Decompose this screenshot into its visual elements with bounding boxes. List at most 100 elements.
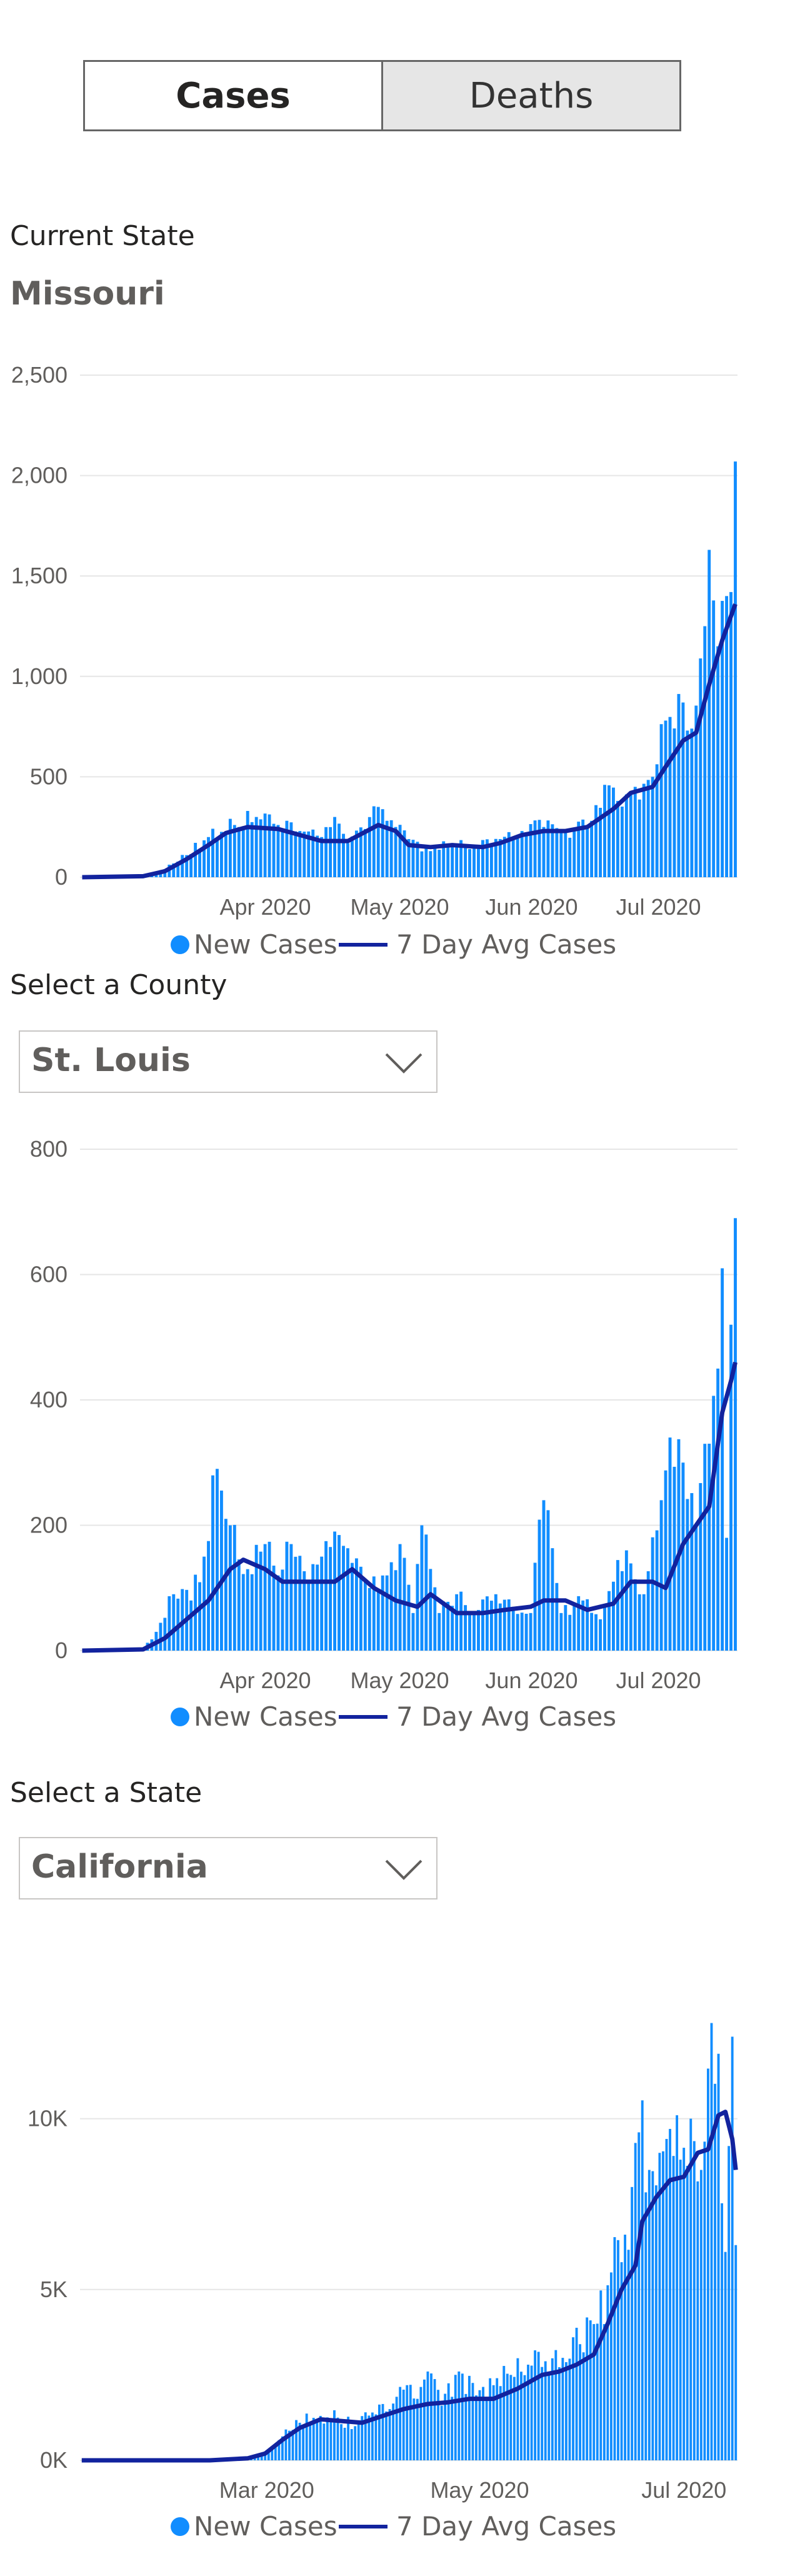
bar-new-cases xyxy=(241,826,245,877)
tab-deaths[interactable]: Deaths xyxy=(381,60,681,131)
bar-new-cases xyxy=(424,845,428,877)
bar-new-cases xyxy=(224,1519,228,1651)
bar-new-cases xyxy=(616,1560,619,1651)
bar-new-cases xyxy=(419,2387,422,2460)
bar-new-cases xyxy=(648,2170,651,2460)
bar-new-cases xyxy=(551,2358,554,2460)
bar-new-cases xyxy=(294,1556,298,1651)
bar-new-cases xyxy=(398,1544,402,1651)
bar-new-cases xyxy=(538,820,541,877)
bar-new-cases xyxy=(475,2395,478,2460)
bar-new-cases xyxy=(281,828,284,877)
bar-new-cases xyxy=(624,794,628,877)
bar-new-cases xyxy=(276,825,280,877)
bar-new-cases xyxy=(620,1571,624,1651)
bar-new-cases xyxy=(451,1606,454,1651)
bar-new-cases xyxy=(307,831,311,877)
bar-new-cases xyxy=(577,1596,581,1651)
bar-new-cases xyxy=(654,2185,658,2460)
bar-new-cases xyxy=(346,843,349,877)
bar-new-cases xyxy=(267,2450,270,2460)
bar-new-cases xyxy=(326,2417,329,2460)
bar-new-cases xyxy=(368,1587,371,1651)
bar-new-cases xyxy=(599,1619,602,1651)
bar-new-cases xyxy=(298,831,302,877)
bar-new-cases xyxy=(361,2416,364,2460)
bar-new-cases xyxy=(589,2320,592,2460)
bar-new-cases xyxy=(420,1525,424,1651)
state-dropdown[interactable]: California xyxy=(19,1837,438,1899)
bar-new-cases xyxy=(468,2375,471,2460)
county-dropdown[interactable]: St. Louis xyxy=(19,1030,438,1093)
bar-new-cases xyxy=(616,800,619,877)
bar-new-cases xyxy=(712,600,716,877)
bar-new-cases xyxy=(694,705,698,877)
bar-new-cases xyxy=(198,848,202,877)
tab-cases[interactable]: Cases xyxy=(83,60,383,131)
bar-new-cases xyxy=(659,1500,663,1651)
bar-new-cases xyxy=(699,2170,702,2460)
bar-new-cases xyxy=(451,2397,454,2460)
bar-new-cases xyxy=(646,780,650,877)
bar-new-cases xyxy=(468,1612,471,1651)
bar-new-cases xyxy=(194,843,198,877)
bar-new-cases xyxy=(285,1541,289,1651)
bar-new-cases xyxy=(468,848,471,877)
bar-new-cases xyxy=(577,822,581,877)
bar-new-cases xyxy=(717,2053,720,2460)
bar-new-cases xyxy=(159,1623,162,1651)
bar-new-cases xyxy=(624,1550,628,1651)
bar-new-cases xyxy=(689,2118,692,2460)
x-tick-label: Jul 2020 xyxy=(616,894,701,920)
bar-new-cases xyxy=(294,831,298,877)
bar-new-cases xyxy=(389,820,393,877)
bar-new-cases xyxy=(444,2393,447,2460)
bar-new-cases xyxy=(257,2456,260,2460)
bar-new-cases xyxy=(686,2165,689,2460)
bar-new-cases xyxy=(516,1614,519,1651)
bar-new-cases xyxy=(489,2378,492,2460)
bar-new-cases xyxy=(336,2417,339,2460)
legend-avg-cases: 7 Day Avg Cases xyxy=(396,1701,616,1732)
y-tick-label: 0 xyxy=(55,864,68,890)
bar-new-cases xyxy=(429,1569,432,1651)
bar-new-cases xyxy=(712,1396,716,1651)
bar-new-cases xyxy=(677,1439,681,1651)
bar-new-cases xyxy=(721,2203,724,2460)
bar-new-cases xyxy=(307,1581,311,1651)
bar-new-cases xyxy=(302,1571,306,1651)
bar-new-cases xyxy=(430,2373,432,2460)
bar-new-cases xyxy=(232,825,236,877)
bar-new-cases xyxy=(459,840,463,877)
bar-new-cases xyxy=(311,1564,315,1651)
y-tick-label: 0 xyxy=(55,1638,68,1663)
bar-new-cases xyxy=(455,845,459,877)
bar-new-cases xyxy=(590,1613,594,1651)
bar-new-cases xyxy=(594,805,598,877)
bar-new-cases xyxy=(725,1537,729,1651)
bar-new-cases xyxy=(378,2404,381,2460)
bar-new-cases xyxy=(464,1605,468,1651)
bar-new-cases xyxy=(185,855,189,877)
bar-new-cases xyxy=(281,1569,284,1651)
bar-new-cases xyxy=(372,806,376,877)
bar-new-cases xyxy=(690,728,694,877)
bar-new-cases xyxy=(464,846,468,877)
bar-new-cases xyxy=(633,787,637,877)
bar-new-cases xyxy=(520,1613,524,1651)
new-cases-bars xyxy=(124,1218,737,1651)
bar-new-cases xyxy=(544,2361,547,2460)
bar-new-cases xyxy=(354,1558,358,1651)
bar-new-cases xyxy=(250,822,254,877)
bar-new-cases xyxy=(612,787,615,877)
bar-new-cases xyxy=(442,1601,446,1651)
bar-new-cases xyxy=(446,843,450,877)
bar-new-cases xyxy=(602,2324,606,2460)
bar-new-cases xyxy=(533,820,537,877)
bar-new-cases xyxy=(481,1599,484,1651)
bar-new-cases xyxy=(672,1466,676,1651)
x-tick-label: Jul 2020 xyxy=(641,2477,726,2503)
bar-new-cases xyxy=(520,831,524,877)
bar-new-cases xyxy=(237,827,241,877)
bar-new-cases xyxy=(609,2272,612,2460)
